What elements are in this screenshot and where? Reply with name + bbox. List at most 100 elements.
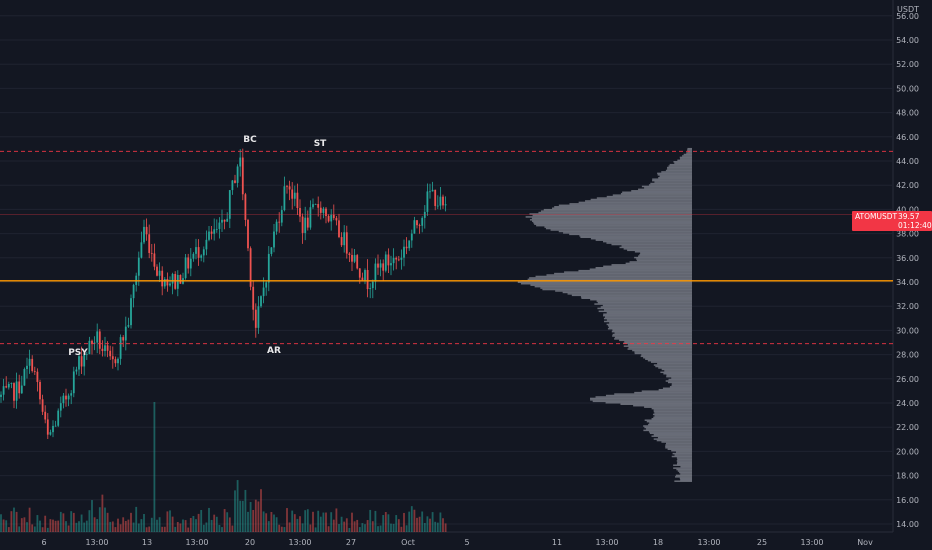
candle-body: [434, 189, 437, 206]
candle-body: [67, 395, 70, 400]
price-axis[interactable]: USDT 14.00 16.00 18.00 20.00 22.00 24.00 26.00…: [896, 5, 919, 529]
volume-bar: [442, 518, 444, 532]
candle-body: [332, 214, 335, 219]
profile-bar: [629, 261, 692, 263]
volume-bar: [31, 524, 34, 532]
volume-bar: [416, 517, 418, 532]
volume-bar: [213, 514, 216, 532]
profile-bar: [644, 419, 692, 421]
profile-bar: [545, 227, 692, 230]
profile-bar: [628, 346, 692, 349]
profile-bar: [605, 316, 692, 318]
profile-bar: [529, 219, 692, 221]
profile-bar: [533, 221, 692, 224]
profile-bar: [624, 341, 692, 343]
candle-body: [265, 282, 268, 288]
candle-body: [442, 196, 444, 206]
profile-bar: [606, 242, 692, 244]
volume-bar: [286, 508, 288, 532]
profile-bar: [614, 393, 692, 395]
profile-bar: [623, 248, 692, 250]
volume-bar: [202, 524, 205, 532]
candle-body: [106, 345, 109, 351]
candle-body: [390, 263, 392, 266]
candle-body: [361, 277, 364, 281]
profile-bar: [653, 410, 692, 413]
candle-body: [49, 432, 52, 435]
volume-bar: [426, 516, 429, 532]
volume-bar: [374, 510, 377, 532]
volume-bar: [205, 522, 208, 532]
annotation-label: PSY: [68, 348, 88, 358]
profile-bar: [665, 444, 692, 446]
profile-bar: [621, 245, 692, 247]
x-tick-label: Nov: [857, 538, 873, 547]
volume-bar: [215, 516, 218, 532]
volume-bar: [436, 522, 439, 532]
volume-bar: [10, 511, 13, 532]
profile-bar: [542, 288, 692, 291]
volume-bar: [335, 508, 338, 532]
candle-body: [439, 196, 442, 206]
profile-bar: [680, 465, 692, 468]
volume-bar: [413, 509, 416, 532]
profile-bar: [589, 268, 692, 270]
profile-bar: [654, 415, 692, 417]
profile-bar: [607, 327, 692, 330]
y-tick-label: 30.00: [896, 326, 919, 335]
y-tick-label: 40.00: [896, 205, 919, 214]
profile-bar: [611, 264, 692, 266]
candle-body: [335, 218, 338, 221]
candle-body: [301, 216, 304, 233]
candle-body: [257, 306, 260, 328]
profile-bar: [673, 161, 692, 163]
profile-bar: [531, 217, 692, 220]
candle-body: [111, 356, 114, 360]
volume-bar: [390, 523, 392, 532]
time-axis[interactable]: 6 13:00 13 13:00 20 13:00 27 Oct 5 11 13:00 18 13:00…: [41, 538, 873, 547]
volume-bar: [156, 519, 158, 532]
profile-bar: [552, 207, 692, 209]
candle-body: [161, 270, 164, 287]
profile-bar: [634, 251, 692, 253]
candle-body: [101, 348, 104, 352]
volume-bar: [265, 513, 268, 532]
candle-body: [117, 358, 119, 364]
candle-body: [330, 214, 333, 222]
candle-body: [18, 381, 21, 394]
candle-body: [36, 371, 39, 382]
profile-bar: [648, 431, 692, 433]
volume-bar: [104, 507, 106, 532]
candle-body: [0, 394, 2, 397]
volume-bar: [262, 511, 265, 532]
volume-bar: [122, 517, 125, 532]
profile-bar: [671, 384, 692, 387]
volume-bar: [244, 489, 247, 532]
profile-bar: [555, 290, 692, 292]
candle-body: [33, 370, 36, 372]
candle-body: [431, 189, 434, 192]
volume-bar: [132, 522, 135, 532]
volume-bar: [260, 489, 262, 532]
profile-bar: [571, 294, 692, 297]
volume-bar: [114, 527, 117, 532]
profile-bar: [646, 420, 692, 423]
y-tick-label: 44.00: [896, 157, 919, 166]
profile-bar: [606, 195, 692, 198]
volume-bar: [44, 515, 47, 532]
profile-bar: [641, 354, 692, 356]
profile-bar: [675, 474, 692, 477]
candle-body: [171, 274, 174, 284]
profile-bar: [644, 187, 692, 189]
candle-body: [241, 157, 244, 195]
volume-bar: [93, 517, 96, 532]
y-tick-label: 42.00: [896, 181, 919, 190]
candle-body: [371, 281, 374, 289]
volume-bar: [80, 514, 83, 532]
candle-body: [176, 274, 179, 289]
profile-bar: [590, 237, 692, 240]
volume-bar: [0, 514, 2, 532]
annotation-label: BC: [243, 135, 257, 145]
candle-body: [309, 207, 312, 228]
